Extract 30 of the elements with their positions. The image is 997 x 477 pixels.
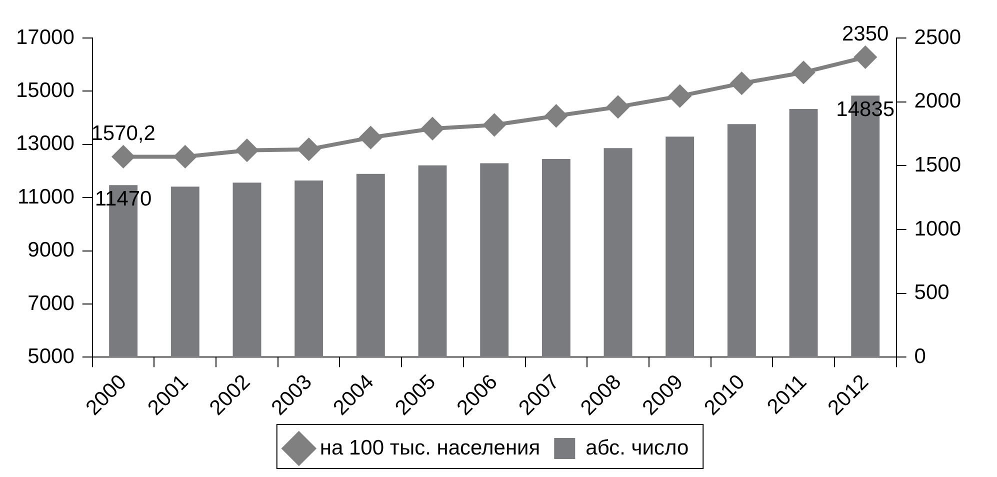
y-tick-label: 17000 [16,26,74,49]
point [298,138,320,160]
point [360,126,382,149]
y2-tick-label: 500 [914,281,950,304]
legend-label: на 100 тыс. населения [320,436,540,460]
y2-tick-label: 2000 [914,90,961,113]
point [422,118,444,140]
y-tick-label: 9000 [28,238,74,262]
legend-label: абс. число [586,436,689,460]
y-tick-label: 5000 [28,344,74,368]
y-tick-label: 11000 [18,185,74,208]
y-tick-label: 7000 [28,292,74,315]
point [174,146,196,168]
point [792,61,815,84]
point [607,96,630,118]
data-label: 2350 [842,22,889,46]
y2-tick-label: 0 [914,344,926,368]
y2-tick-label: 1000 [914,217,961,240]
y-tick-label: 13000 [16,132,74,156]
point [236,139,258,162]
y2-tick-label: 2500 [914,26,961,49]
point [854,46,876,68]
point [483,114,506,136]
data-label: 1570,2 [91,122,156,145]
point [112,146,134,168]
point [545,104,568,127]
point [668,85,691,108]
y2-tick-label: 1500 [914,153,961,176]
y-tick-label: 15000 [16,78,74,102]
point [730,72,753,94]
